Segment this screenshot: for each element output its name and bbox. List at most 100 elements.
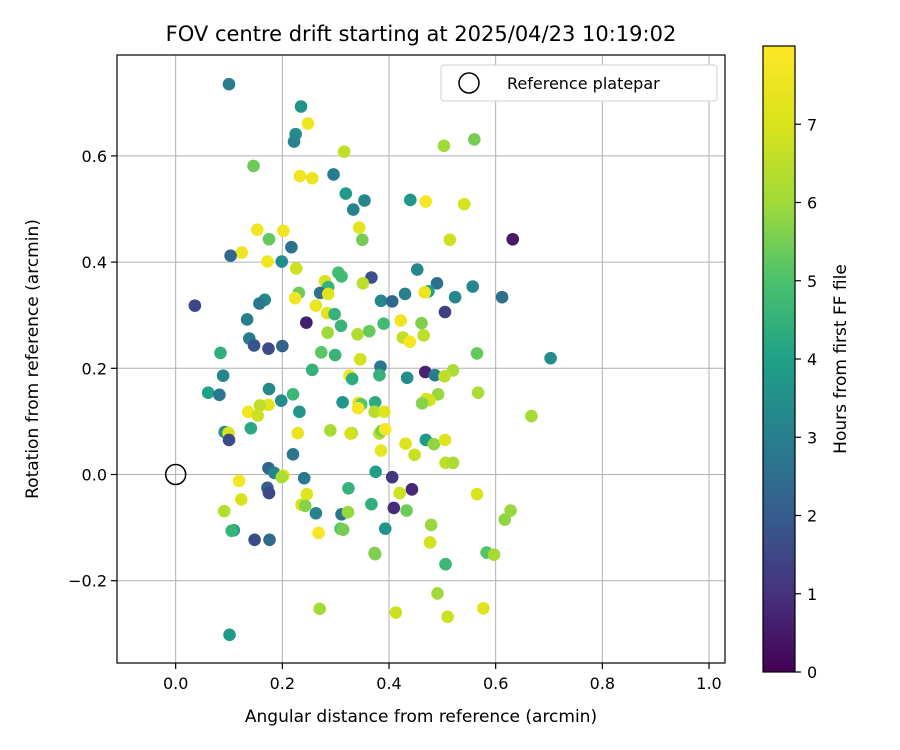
chart-title: FOV centre drift starting at 2025/04/23 … xyxy=(166,22,677,46)
data-point xyxy=(305,171,319,185)
y-tick-label: 0.4 xyxy=(82,253,107,272)
colorbar-tick-label: 6 xyxy=(807,194,817,213)
data-point xyxy=(400,504,413,517)
data-point xyxy=(336,395,349,409)
reference-platepar-marker xyxy=(164,463,187,486)
data-point xyxy=(410,263,424,276)
x-tick-label: 0.2 xyxy=(270,674,295,693)
data-point xyxy=(341,505,355,519)
data-point xyxy=(274,394,288,407)
data-point xyxy=(324,424,337,437)
data-point xyxy=(418,286,432,299)
colorbar-tick-label: 1 xyxy=(807,585,817,604)
y-axis-label: Rotation from reference (arcmin) xyxy=(23,219,43,499)
data-point xyxy=(321,326,334,340)
data-point xyxy=(214,346,227,360)
plot-frame xyxy=(116,54,726,664)
x-tick-label: 0.8 xyxy=(590,674,615,693)
data-point xyxy=(217,504,231,518)
data-point xyxy=(297,471,311,485)
data-point xyxy=(430,277,444,290)
data-point xyxy=(275,470,289,484)
data-point xyxy=(417,329,430,342)
data-point xyxy=(328,348,342,362)
data-point xyxy=(301,117,315,130)
data-point xyxy=(368,405,381,419)
data-point xyxy=(339,187,353,200)
data-point xyxy=(394,314,408,327)
data-point xyxy=(313,602,326,616)
data-point xyxy=(286,388,300,401)
data-point xyxy=(356,233,369,247)
legend-marker-icon xyxy=(458,72,480,94)
data-point xyxy=(241,405,255,419)
data-point xyxy=(288,291,302,305)
data-point xyxy=(337,145,351,158)
colorbar: 0 1 2 3 4 5 6 7 Hours from first FF file xyxy=(762,45,851,682)
x-tick-label: 0.4 xyxy=(376,674,401,693)
data-point xyxy=(247,159,260,173)
data-point xyxy=(373,368,386,382)
data-point xyxy=(309,299,323,312)
x-axis-label: Angular distance from reference (arcmin) xyxy=(245,707,597,727)
data-point xyxy=(277,224,290,238)
data-point xyxy=(312,526,325,540)
data-point xyxy=(224,249,237,263)
data-point xyxy=(235,246,249,259)
data-point xyxy=(293,405,306,419)
data-point xyxy=(294,100,308,113)
data-point xyxy=(387,501,401,515)
data-point xyxy=(201,386,215,400)
data-point xyxy=(305,363,319,377)
data-point xyxy=(471,386,485,400)
data-point xyxy=(405,483,419,496)
data-point xyxy=(477,602,490,615)
data-point xyxy=(404,193,417,207)
scatter-points xyxy=(188,77,557,642)
data-point xyxy=(468,133,481,146)
data-point xyxy=(314,346,328,359)
y-axis-ticks: −0.2 0.0 0.2 0.4 0.6 xyxy=(68,147,117,591)
data-point xyxy=(374,444,388,457)
data-point xyxy=(240,313,254,326)
data-point xyxy=(466,280,480,293)
data-point xyxy=(216,369,230,383)
data-point xyxy=(378,522,392,535)
data-point xyxy=(448,290,462,304)
grid xyxy=(117,55,725,663)
legend: Reference platepar xyxy=(440,64,718,102)
data-point xyxy=(403,335,417,349)
data-point xyxy=(441,610,454,624)
data-point xyxy=(457,197,471,211)
data-point xyxy=(298,499,312,513)
data-point xyxy=(424,518,438,532)
data-point xyxy=(287,135,301,148)
data-point xyxy=(327,168,340,181)
data-point xyxy=(544,351,557,365)
data-point xyxy=(495,290,509,304)
data-point xyxy=(342,481,355,495)
data-point xyxy=(470,487,484,501)
data-point xyxy=(247,339,261,352)
colorbar-tick-label: 7 xyxy=(807,115,817,134)
x-tick-label: 1.0 xyxy=(696,674,721,693)
data-point xyxy=(293,169,307,183)
colorbar-tick-label: 4 xyxy=(807,350,817,369)
data-point xyxy=(262,232,276,246)
data-point xyxy=(261,255,274,268)
data-point xyxy=(398,287,412,301)
data-point xyxy=(234,493,248,506)
data-point xyxy=(415,397,429,410)
data-point xyxy=(328,307,341,321)
colorbar-label: Hours from first FF file xyxy=(831,264,851,454)
y-tick-label: 0.0 xyxy=(82,465,107,484)
data-point xyxy=(419,195,433,208)
data-point xyxy=(498,513,512,526)
legend-box xyxy=(440,64,718,102)
data-point xyxy=(431,587,444,600)
colorbar-tick-label: 0 xyxy=(807,663,817,682)
data-point xyxy=(443,233,457,247)
data-point xyxy=(262,486,276,500)
data-point xyxy=(369,465,382,479)
